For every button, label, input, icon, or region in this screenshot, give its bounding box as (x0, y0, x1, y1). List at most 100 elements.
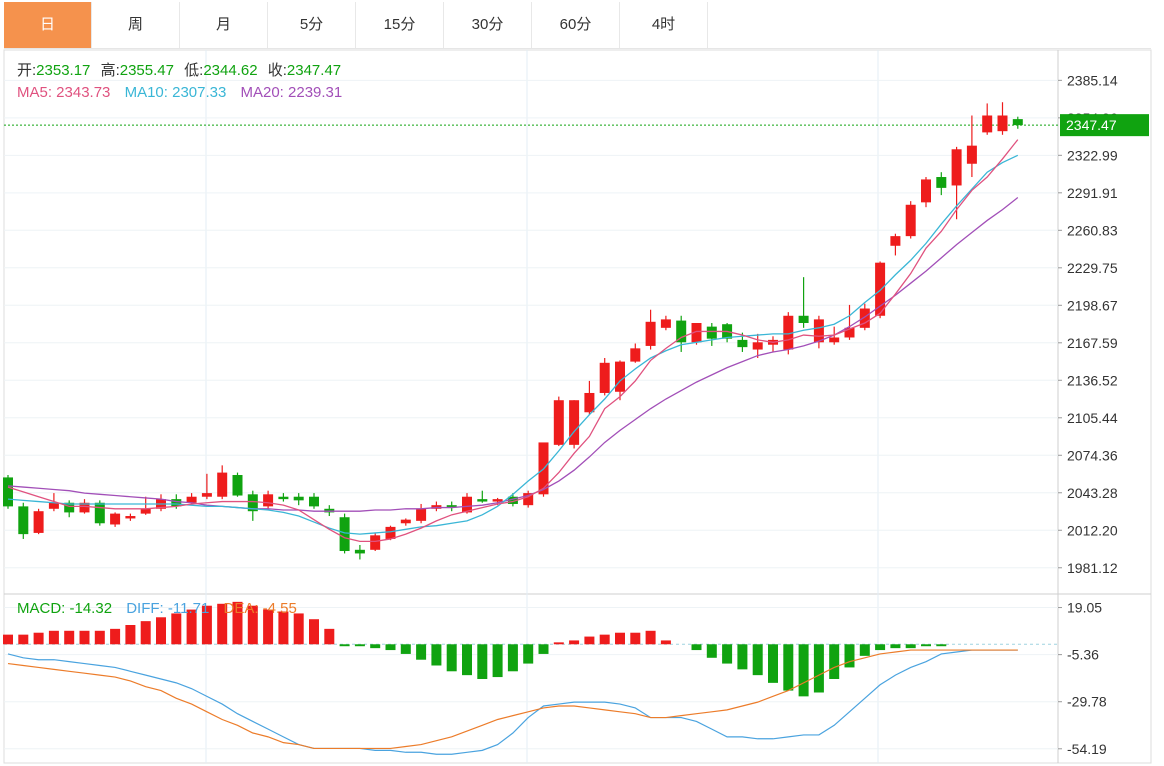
price-tick-label: 2385.14 (1067, 72, 1118, 88)
candle-body (752, 342, 763, 350)
candle-body (553, 400, 564, 445)
macd-bar (370, 644, 381, 649)
candle-body (813, 319, 824, 343)
macd-bar (599, 634, 610, 645)
price-axis: 2385.142354.062322.992291.912260.832229.… (1058, 72, 1118, 757)
candle (523, 490, 534, 508)
candle-body (492, 499, 503, 502)
macd-bar (416, 644, 427, 660)
macd-bar (217, 603, 228, 645)
macd-bar (921, 644, 931, 647)
candle (217, 465, 228, 500)
price-tick-label: 2136.52 (1067, 372, 1118, 388)
macd-bar (660, 640, 671, 645)
macd-bar (813, 644, 824, 693)
tab-7[interactable]: 4时 (620, 2, 708, 48)
candle (982, 103, 993, 135)
price-tick-label: 2198.67 (1067, 297, 1118, 313)
macd-bar (553, 642, 564, 645)
dea-line (7, 649, 1018, 750)
candle (416, 503, 427, 524)
candle (446, 501, 457, 512)
candle (798, 277, 809, 328)
macd-bar (125, 625, 136, 645)
candle-body (186, 496, 197, 503)
tab-6[interactable]: 60分 (532, 2, 620, 48)
low-value: 2344.62 (203, 62, 257, 79)
candle-body (921, 179, 931, 203)
candle-body (110, 513, 121, 525)
candle-body (462, 496, 472, 513)
candle-body (829, 337, 840, 343)
macd-legend: MACD: -14.32 (17, 600, 112, 617)
tab-1[interactable]: 周 (92, 2, 180, 48)
candle (309, 493, 319, 509)
macd-tick-label: -29.78 (1067, 694, 1107, 710)
candle (768, 336, 778, 352)
candle (3, 475, 13, 509)
ma-lines (7, 139, 1019, 543)
macd-bar (798, 644, 809, 697)
tab-3[interactable]: 5分 (268, 2, 356, 48)
macd-bar (890, 644, 901, 649)
low-label: 低: (184, 62, 203, 79)
candle (1012, 116, 1023, 129)
candle (247, 490, 258, 521)
ma5-legend: MA5: 2343.73 (17, 84, 110, 101)
close-label: 收: (268, 62, 287, 79)
candle-body (140, 508, 151, 514)
candle-body (599, 362, 610, 393)
candle (936, 172, 947, 196)
macd-bar (569, 640, 580, 645)
macd-bar (171, 613, 182, 645)
macd-bar (706, 644, 717, 658)
macd-bar (538, 644, 549, 654)
candle (630, 343, 641, 363)
candle (293, 493, 304, 506)
macd-bar (523, 644, 534, 664)
ohlc-info-row: 开:2353.17 高:2355.47 低:2344.62 收:2347.47 (17, 62, 341, 79)
candle-body (630, 348, 641, 362)
candle (385, 525, 396, 541)
tab-5[interactable]: 30分 (444, 2, 532, 48)
candle (660, 315, 671, 331)
candle-body (660, 319, 671, 328)
tab-2[interactable]: 月 (180, 2, 268, 48)
candle (64, 500, 75, 518)
macd-bar (446, 644, 457, 672)
candle-body (370, 535, 381, 550)
macd-tick-label: -5.36 (1067, 647, 1099, 663)
candle-body (416, 508, 427, 521)
price-tick-label: 2043.28 (1067, 485, 1118, 501)
macd-bar (278, 611, 289, 645)
macd-bar (752, 644, 763, 676)
candle (431, 501, 442, 512)
ma20-legend: MA20: 2239.31 (241, 84, 343, 101)
diff-line (7, 649, 1018, 755)
candle-body (263, 494, 274, 507)
candle-body (951, 149, 962, 186)
macd-bar (140, 621, 151, 645)
macd-bar (783, 644, 794, 691)
macd-bar (722, 644, 733, 664)
tab-4[interactable]: 15分 (356, 2, 444, 48)
macd-bar (768, 644, 778, 683)
candle-body (844, 327, 855, 338)
candle (599, 357, 610, 396)
period-tabs: 日周月 5分 15分 30分 60分 4时 (4, 2, 1151, 49)
macd-bar (936, 644, 947, 647)
candle (18, 502, 29, 539)
candle-body (875, 262, 886, 316)
candle-body (3, 477, 13, 507)
macd-info-row: MACD: -14.32 DIFF: -11.71 DEA: -4.55 (17, 600, 297, 617)
macd-bar (691, 644, 702, 651)
candle-body (247, 494, 258, 512)
close-value: 2347.47 (287, 62, 341, 79)
candle-body (400, 519, 411, 524)
price-tick-label: 2074.36 (1067, 447, 1118, 463)
current-price-label: 2347.47 (1066, 117, 1117, 133)
candle (477, 490, 488, 503)
macd-tick-label: 19.05 (1067, 600, 1102, 616)
tab-0[interactable]: 日 (4, 2, 92, 48)
candle-body (569, 400, 580, 445)
